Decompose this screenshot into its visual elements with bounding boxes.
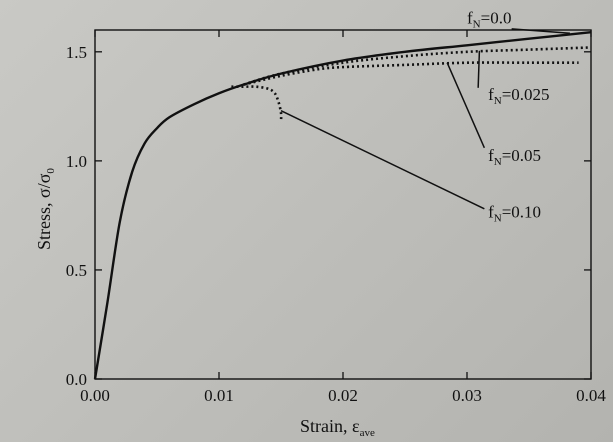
series-label: fN=0.0 (467, 8, 511, 30)
annotation-leader (511, 28, 570, 35)
annotation-leader (446, 62, 486, 149)
series-annotations: fN=0.0 fN=0.025 fN=0.05 fN=0.10 (280, 8, 570, 225)
axis-ticks: 0.00 0.01 0.02 0.03 0.04 0.0 0.5 1.0 1.5 (66, 30, 606, 405)
series-line (243, 61, 579, 86)
series-label: fN=0.025 (488, 85, 549, 107)
series-label: fN=0.05 (488, 146, 541, 168)
y-tick-label: 0.0 (66, 370, 87, 389)
series-label: fN=0.10 (488, 203, 541, 225)
x-tick-label: 0.04 (576, 386, 606, 405)
x-tick-label: 0.01 (204, 386, 234, 405)
x-tick-label: 0.02 (328, 386, 358, 405)
series-line (93, 30, 592, 380)
y-tick-label: 1.0 (66, 152, 87, 171)
y-tick-label: 1.5 (66, 43, 87, 62)
series-line (243, 46, 592, 86)
plot-curves (93, 30, 592, 380)
series-line (231, 85, 283, 122)
y-axis-title: Stress, σ/σ0 (34, 168, 57, 250)
y-tick-label: 0.5 (66, 261, 87, 280)
x-tick-label: 0.00 (80, 386, 110, 405)
x-axis-title: Strain, εave (300, 416, 375, 439)
annotation-leader (477, 50, 481, 88)
annotation-leader (280, 110, 485, 210)
x-tick-label: 0.03 (452, 386, 482, 405)
